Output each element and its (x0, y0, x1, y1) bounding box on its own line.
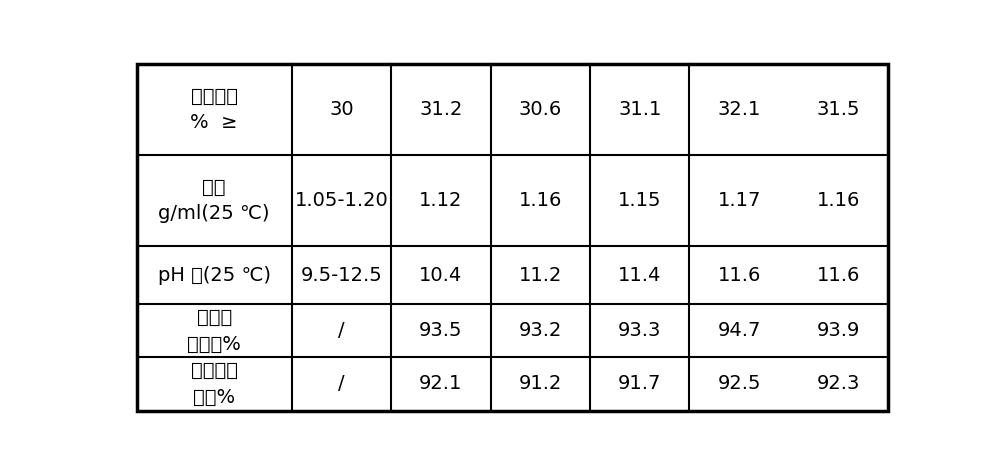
Text: 31.2: 31.2 (419, 100, 463, 119)
Text: 32.1: 32.1 (718, 100, 761, 119)
Text: 密度
g/ml(25 ℃): 密度 g/ml(25 ℃) (158, 178, 270, 223)
Text: 93.3: 93.3 (618, 321, 661, 340)
Text: 1.17: 1.17 (718, 191, 761, 210)
Text: 94.7: 94.7 (718, 321, 761, 340)
Text: 9.5-12.5: 9.5-12.5 (300, 266, 382, 285)
Text: /: / (338, 321, 345, 340)
Text: 30: 30 (329, 100, 354, 119)
Text: 92.3: 92.3 (817, 375, 860, 393)
Text: 二并哌嗪
收率%: 二并哌嗪 收率% (191, 361, 238, 407)
Text: 11.4: 11.4 (618, 266, 661, 285)
Text: 92.1: 92.1 (419, 375, 463, 393)
Text: 固体含量
%  ≥: 固体含量 % ≥ (190, 87, 238, 133)
Text: 31.1: 31.1 (618, 100, 661, 119)
Text: 91.7: 91.7 (618, 375, 661, 393)
Text: /: / (338, 375, 345, 393)
Text: 1.05-1.20: 1.05-1.20 (294, 191, 388, 210)
Text: 1.12: 1.12 (419, 191, 463, 210)
Text: 93.2: 93.2 (519, 321, 562, 340)
Text: 乙二醛
转化率%: 乙二醛 转化率% (187, 308, 241, 353)
Text: 11.6: 11.6 (817, 266, 860, 285)
Text: pH 值(25 ℃): pH 值(25 ℃) (158, 266, 271, 285)
Text: 1.15: 1.15 (618, 191, 661, 210)
Text: 11.6: 11.6 (718, 266, 761, 285)
Text: 30.6: 30.6 (519, 100, 562, 119)
Text: 31.5: 31.5 (817, 100, 860, 119)
Text: 93.5: 93.5 (419, 321, 463, 340)
Text: 1.16: 1.16 (519, 191, 562, 210)
Text: 1.16: 1.16 (817, 191, 860, 210)
Text: 92.5: 92.5 (717, 375, 761, 393)
Text: 10.4: 10.4 (419, 266, 462, 285)
Text: 93.9: 93.9 (817, 321, 860, 340)
Text: 91.2: 91.2 (519, 375, 562, 393)
Text: 11.2: 11.2 (519, 266, 562, 285)
